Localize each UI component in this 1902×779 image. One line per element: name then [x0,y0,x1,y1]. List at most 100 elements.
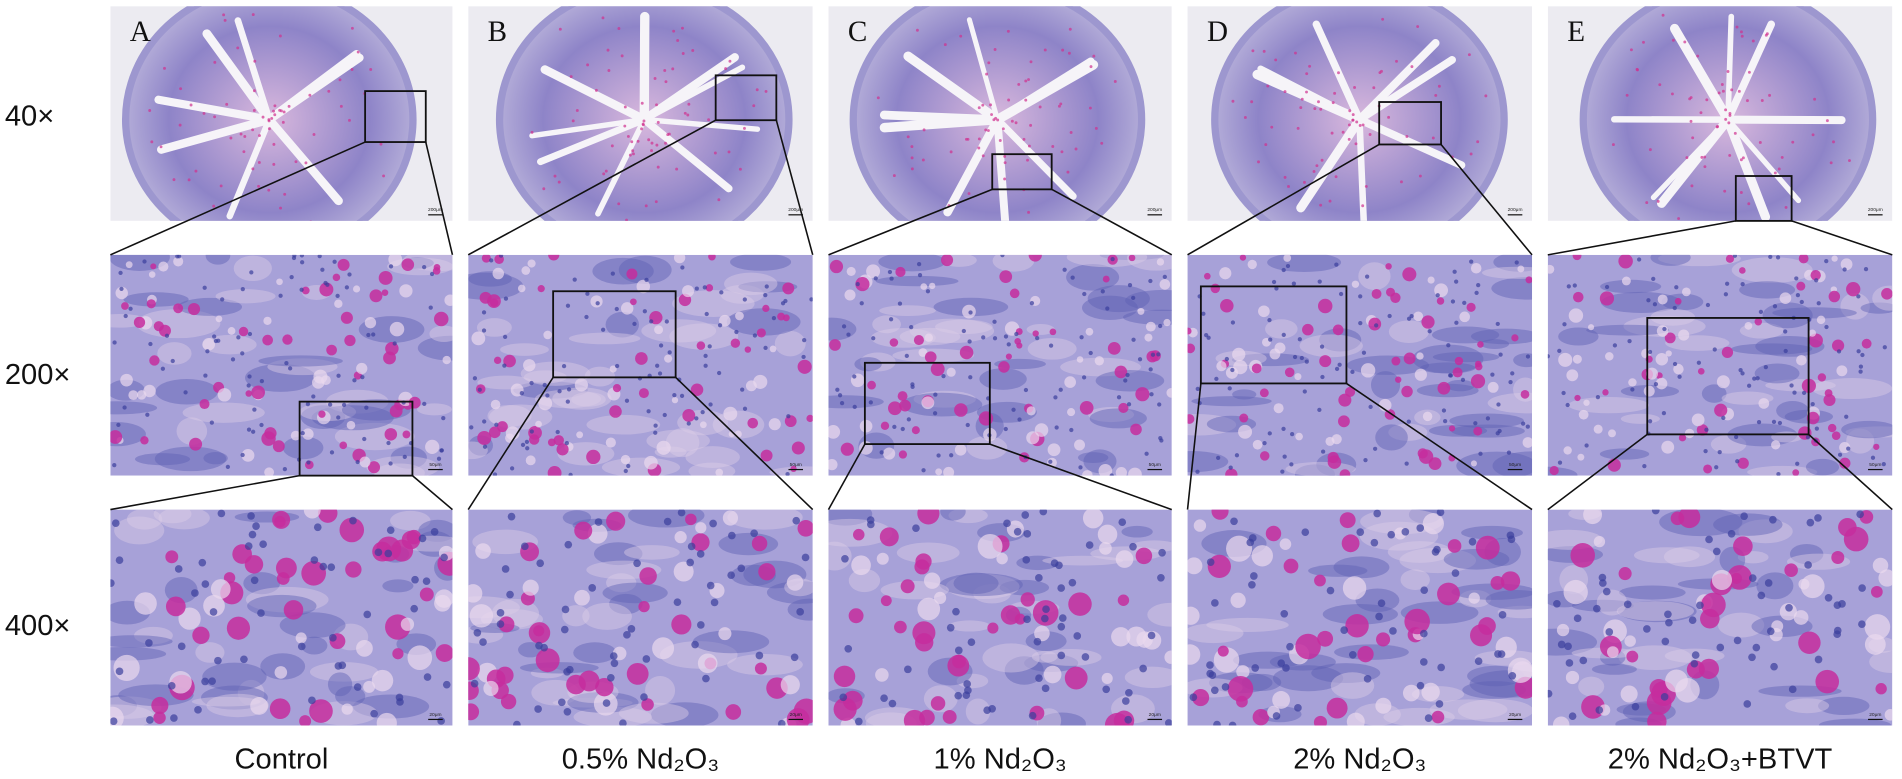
cell [1279,538,1292,550]
row-label: 200× [5,359,71,391]
stroma [520,361,591,386]
nucleus [174,565,183,573]
nucleus [112,463,117,468]
cell [1606,646,1619,658]
nucleus [1508,671,1517,680]
zoom-box [1646,317,1810,436]
goblet-cell [1361,204,1365,208]
cell [299,715,312,726]
cell [1338,393,1352,407]
nucleus [1365,274,1370,279]
lumen [154,95,274,124]
cell [493,356,502,365]
stroma [311,405,394,431]
cell [1314,574,1326,587]
cell [517,284,526,293]
nucleus [1763,365,1768,370]
goblet-cell [270,116,274,120]
nucleus [1017,417,1022,422]
cell [1784,563,1798,577]
nucleus [363,610,372,619]
nucleus [1118,518,1127,527]
nucleus [1054,425,1059,430]
goblet-cell [1089,65,1093,69]
nucleus [1062,267,1067,272]
nucleus [1870,455,1876,460]
nucleus [1553,599,1561,608]
nucleus [649,319,654,324]
cell [1034,423,1049,437]
cell [1115,466,1127,476]
nucleus [202,285,207,290]
stroma [1618,645,1692,671]
cell [178,607,201,630]
nucleus [1109,473,1114,476]
goblet-cell [252,109,256,112]
goblet-cell [1784,205,1788,209]
stroma [1037,712,1086,726]
nucleus [1157,402,1162,407]
goblet-cell [628,153,632,157]
nucleus [1267,317,1272,323]
nucleus [1721,415,1726,420]
nucleus [1688,616,1697,625]
cell [1758,398,1770,409]
cell [553,435,564,446]
cell [1283,558,1299,574]
cell [1861,338,1872,349]
nucleus [1660,693,1669,701]
goblet-cell [610,144,614,148]
nucleus [1409,313,1414,319]
stroma [1599,448,1650,460]
cell [121,302,129,310]
nucleus [1769,515,1777,524]
lumen [1725,13,1735,123]
nucleus [115,667,124,676]
goblet-cell [1330,131,1334,135]
nucleus [1224,356,1229,362]
nucleus [610,271,615,276]
goblet-cell [243,134,247,138]
cell [133,316,146,329]
nucleus [1468,537,1477,546]
cell [576,431,584,439]
stroma [110,696,162,719]
nucleus [1057,651,1066,660]
goblet-cell [1758,140,1762,144]
nucleus [694,416,699,421]
nucleus [437,717,445,725]
nucleus [1547,689,1553,698]
lumen [943,115,1002,217]
stroma [1619,585,1686,600]
micrograph [468,6,813,221]
nucleus [963,680,971,688]
nucleus [946,623,955,632]
cell [547,438,556,447]
cell [301,286,310,295]
cell [275,557,297,579]
cell [340,311,353,324]
cell [791,441,805,455]
nucleus [1013,527,1022,536]
goblet-cell [1635,67,1639,71]
cell [933,591,947,605]
cell [408,396,421,409]
stroma [1650,254,1691,266]
nucleus [949,453,954,458]
cell [1225,366,1239,379]
cell [264,467,275,476]
nucleus [1416,681,1425,690]
nucleus [563,707,572,716]
cell [496,666,514,684]
nucleus [624,398,630,403]
cell [1187,557,1203,575]
nucleus [1691,651,1700,659]
cell [1522,437,1533,448]
nucleus [697,621,705,629]
nucleus [1752,643,1761,652]
nucleus [534,705,542,713]
nucleus [1420,586,1429,595]
stroma [468,271,512,287]
goblet-cell [601,16,605,20]
cell [1128,254,1136,262]
